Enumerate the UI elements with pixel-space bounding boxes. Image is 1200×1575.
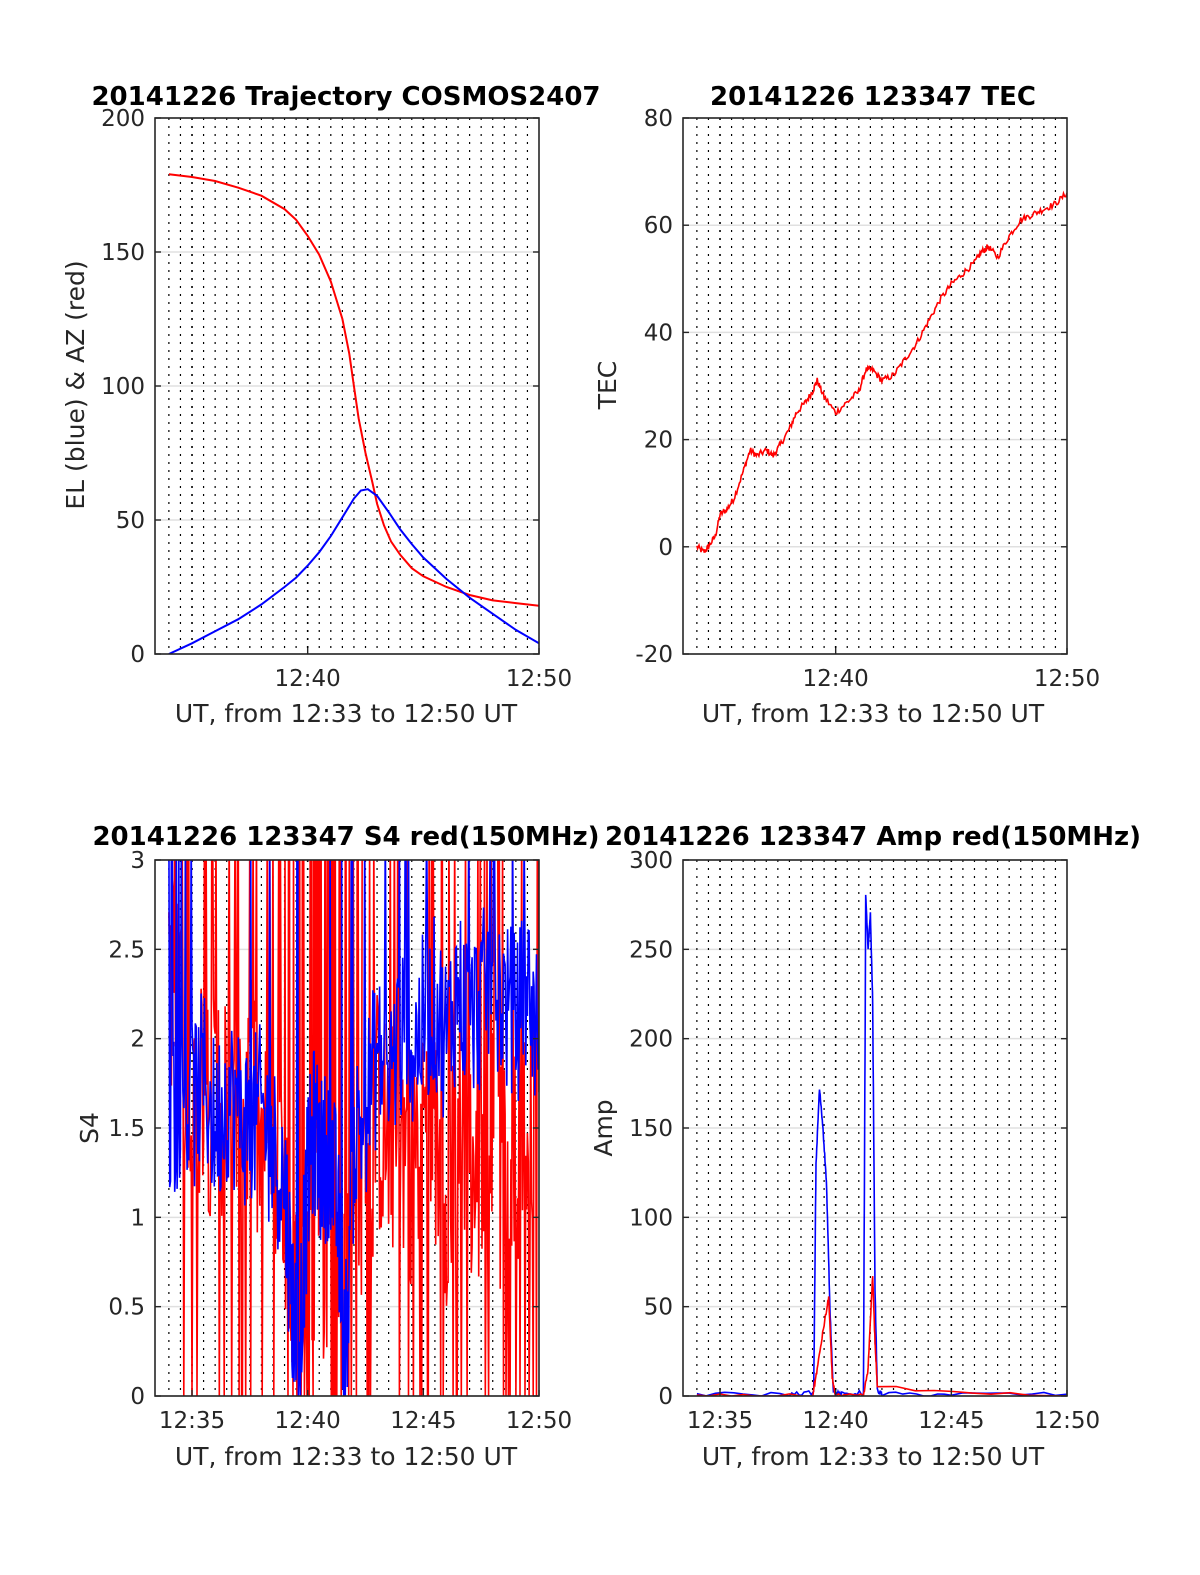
s4-chart: 20141226 123347 S4 red(150MHz) UT, from … <box>75 822 600 1471</box>
x-axis-label: UT, from 12:33 to 12:50 UT <box>702 1442 1045 1471</box>
x-tick-label: 12:50 <box>1034 1408 1100 1434</box>
tec-chart: 20141226 123347 TEC UT, from 12:33 to 12… <box>593 82 1100 728</box>
axes-frame <box>682 117 1068 655</box>
series-line-red <box>696 1276 1067 1396</box>
chart-title: 20141226 Trajectory COSMOS2407 <box>91 82 600 112</box>
y-tick-label: 3 <box>130 848 145 874</box>
x-axis-label: UT, from 12:33 to 12:50 UT <box>702 699 1045 728</box>
y-tick-label: 200 <box>629 1027 673 1053</box>
y-tick-label: 100 <box>629 1205 673 1231</box>
y-tick-label: 250 <box>629 937 673 963</box>
y-tick-label: 50 <box>644 1295 673 1321</box>
y-tick-label: 40 <box>644 320 673 346</box>
plot-area: 0 0.5 1 1.5 2 2.5 3 12:35 12:40 12:45 12:50 <box>108 848 572 1434</box>
x-tick-label: 12:45 <box>918 1408 984 1434</box>
series-line-blue <box>696 894 1067 1396</box>
plot-area: -20 0 20 40 60 80 12:40 12:50 <box>635 106 1100 692</box>
chart-title: 20141226 123347 TEC <box>710 82 1036 112</box>
x-tick-label: 12:50 <box>1034 666 1100 692</box>
x-tick-label: 12:40 <box>275 666 341 692</box>
y-tick-label: 200 <box>101 106 145 132</box>
y-tick-label: 0.5 <box>108 1295 145 1321</box>
chart-title: 20141226 123347 S4 red(150MHz) <box>92 822 599 852</box>
x-tick-label: 12:40 <box>803 1408 869 1434</box>
x-tick-label: 12:35 <box>159 1408 225 1434</box>
y-tick-label: 1 <box>130 1205 145 1231</box>
y-tick-label: 50 <box>116 508 145 534</box>
x-tick-label: 12:40 <box>803 666 869 692</box>
x-tick-label: 12:50 <box>506 666 572 692</box>
y-tick-label: 2 <box>130 1027 145 1053</box>
y-tick-label: 1.5 <box>108 1116 145 1142</box>
y-tick-label: 300 <box>629 848 673 874</box>
x-tick-label: 12:45 <box>390 1408 456 1434</box>
series-line-red <box>696 190 1067 553</box>
x-axis-label: UT, from 12:33 to 12:50 UT <box>175 699 518 728</box>
series-line-blue <box>168 860 539 1396</box>
x-axis-label: UT, from 12:33 to 12:50 UT <box>175 1442 518 1471</box>
x-tick-label: 12:40 <box>275 1408 341 1434</box>
y-axis-label: Amp <box>589 1099 618 1156</box>
y-tick-label: 150 <box>101 240 145 266</box>
plot-area: 0 50 100 150 200 250 300 12:35 12:40 12:45 12:50 <box>629 848 1100 1434</box>
series-line-red <box>168 860 539 1396</box>
y-axis-label: S4 <box>75 1112 104 1144</box>
y-tick-label: 150 <box>629 1116 673 1142</box>
y-tick-label: 20 <box>644 428 673 454</box>
y-tick-label: 0 <box>658 1384 673 1410</box>
y-tick-label: 0 <box>658 535 673 561</box>
amp-chart: 20141226 123347 Amp red(150MHz) UT, from… <box>589 822 1141 1471</box>
series-line-blue <box>168 488 539 654</box>
y-tick-label: -20 <box>635 642 673 668</box>
series-line-red <box>168 173 539 607</box>
y-axis-label: TEC <box>593 361 622 411</box>
chart-title: 20141226 123347 Amp red(150MHz) <box>605 822 1141 852</box>
y-tick-label: 2.5 <box>108 937 145 963</box>
y-tick-label: 100 <box>101 374 145 400</box>
x-tick-label: 12:50 <box>506 1408 572 1434</box>
plot-area: 0 50 100 150 200 12:40 12:50 <box>101 106 572 692</box>
x-tick-label: 12:35 <box>687 1408 753 1434</box>
y-tick-label: 0 <box>130 642 145 668</box>
trajectory-chart: 20141226 Trajectory COSMOS2407 UT, from … <box>61 82 601 728</box>
y-tick-label: 0 <box>130 1384 145 1410</box>
y-tick-label: 60 <box>644 213 673 239</box>
y-tick-label: 80 <box>644 106 673 132</box>
y-axis-label: EL (blue) & AZ (red) <box>61 260 90 509</box>
